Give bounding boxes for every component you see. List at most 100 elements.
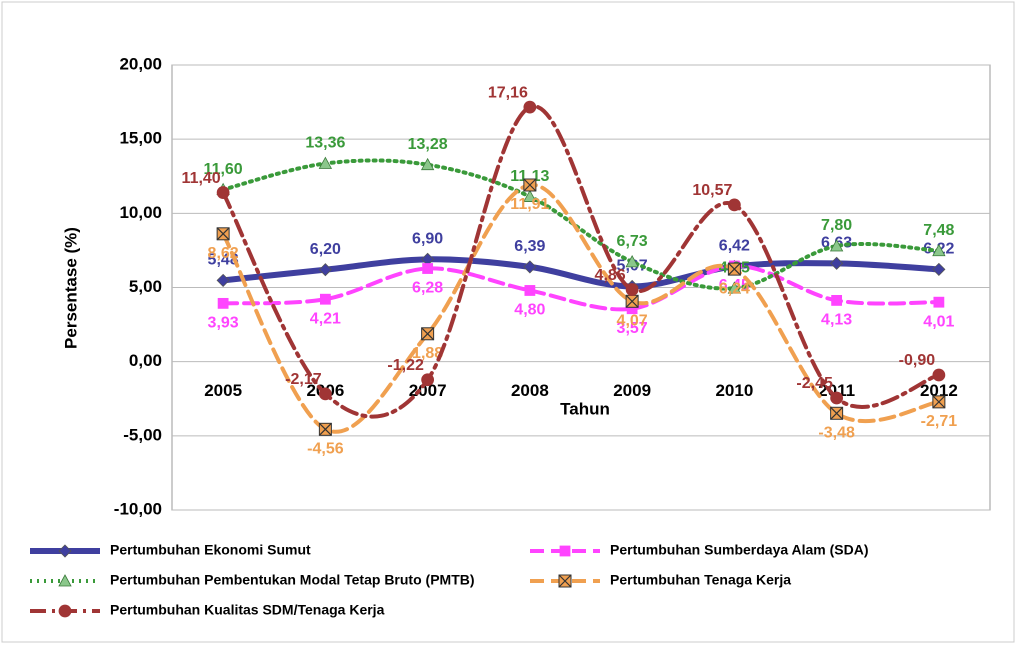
data-point [932,368,946,382]
data-point [727,262,741,276]
data-point [932,395,946,409]
y-tick-label: 10,00 [119,203,162,222]
value-label: 4,86 [595,267,626,284]
data-point [830,256,844,270]
data-point [523,260,537,274]
x-tick-label: 2008 [511,381,549,400]
value-label: -3,48 [818,425,855,442]
legend-marker [58,604,72,618]
legend-marker-cross [558,574,572,588]
data-point-cross [727,262,741,276]
legend-label: Pertumbuhan Kualitas SDM/Tenaga Kerja [110,602,385,618]
data-point [727,198,741,212]
x-tick-label: 2011 [818,381,855,400]
data-point [421,327,435,341]
x-tick-label: 2009 [613,381,651,400]
value-label: 6,24 [719,280,750,297]
x-tick-label: 2010 [715,381,753,400]
value-label: 6,42 [719,238,750,255]
data-point [625,294,639,308]
value-label: 6,90 [412,231,443,248]
value-label: 4,21 [310,310,341,327]
data-point [524,285,536,296]
data-point [319,293,331,305]
y-tick-label: 5,00 [129,277,162,296]
data-point [625,255,639,268]
legend-marker [58,574,72,587]
value-label: 4,13 [821,312,852,329]
value-label: 7,80 [821,217,852,234]
value-label: 11,13 [510,168,549,185]
series-line [221,158,941,291]
data-point [420,157,435,171]
data-point [216,273,230,287]
series-line [221,263,941,312]
value-label: 13,36 [305,135,345,152]
data-point [318,156,333,169]
y-tick-label: 0,00 [129,351,162,370]
value-label: 1,88 [412,345,443,362]
data-point [830,406,844,420]
data-point [523,100,537,114]
data-point-cross [318,422,332,436]
legend-label: Pertumbuhan Ekonomi Sumut [110,542,311,558]
data-point-cross [625,294,639,308]
value-label: 6,20 [310,241,341,258]
value-label: 13,28 [408,136,448,153]
value-label: -4,56 [307,441,344,458]
data-point-cross [421,327,435,341]
y-tick-label: -5,00 [123,425,162,444]
value-label: 4,01 [923,313,954,330]
value-label: 4,80 [514,302,545,319]
y-tick-label: -10,00 [114,499,162,518]
data-point [523,189,537,202]
value-label: 17,16 [488,84,528,101]
value-label: 6,39 [514,238,545,255]
data-point [831,295,843,306]
data-point-cross [523,178,537,192]
data-point [422,263,434,274]
value-label: -1,22 [387,357,424,374]
data-point [318,422,332,436]
legend-marker [558,574,572,588]
value-label: 8,62 [208,245,239,262]
value-label: 6,28 [412,280,443,297]
x-tick-label: 2007 [409,381,447,400]
data-point-cross [932,395,946,409]
value-label: 11,60 [204,161,243,178]
y-tick-label: 15,00 [119,129,162,148]
y-axis-label: Persentase (%) [61,227,80,349]
x-axis-label: Tahun [560,399,610,418]
legend-label: Pertumbuhan Tenaga Kerja [610,572,791,588]
value-label: 6,73 [617,233,648,250]
x-tick-label: 2012 [920,381,958,400]
data-point [421,373,435,387]
data-point [216,227,230,241]
data-point [727,281,742,294]
x-tick-label: 2005 [204,381,242,400]
data-point [829,239,844,252]
data-point [217,297,229,309]
data-point [523,178,537,192]
data-point [318,387,332,401]
value-label: 11,40 [182,170,221,187]
value-label: 3,57 [617,320,648,337]
data-point [932,262,946,276]
data-point [318,263,332,277]
data-point [216,186,230,199]
data-point-cross [830,406,844,420]
legend-marker [559,545,571,557]
value-label: 7,48 [923,222,954,239]
value-label: -2,45 [796,375,833,392]
data-point [625,283,639,296]
value-label: 10,57 [692,182,732,199]
legend-label: Pertumbuhan Pembentukan Modal Tetap Brut… [110,572,475,588]
data-point-cross [216,227,230,241]
legend-label: Pertumbuhan Sumberdaya Alam (SDA) [610,542,869,558]
value-label: 3,93 [208,315,239,332]
data-point [933,296,945,308]
series-line [220,256,942,290]
value-label: -0,90 [899,352,936,369]
